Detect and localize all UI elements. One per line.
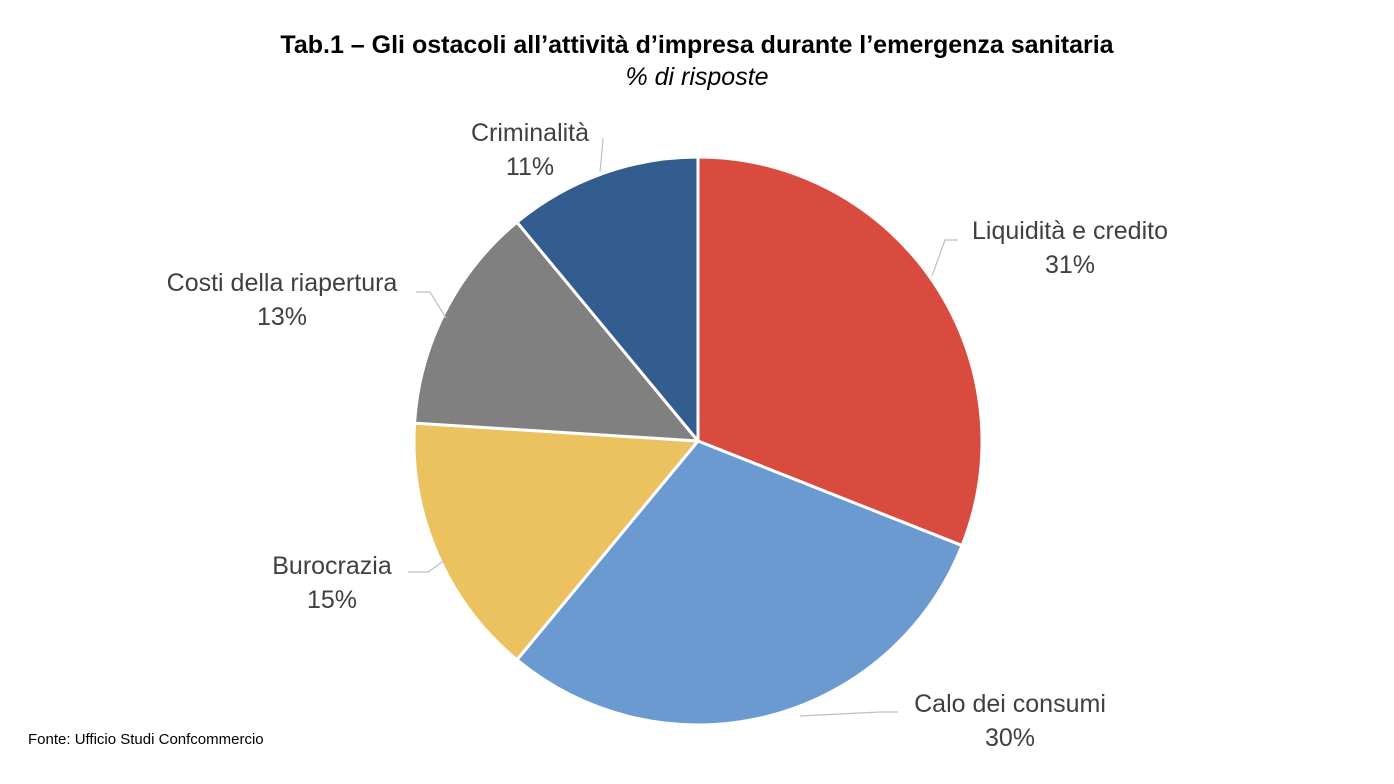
pie-slice-liquidita-e-credito bbox=[696, 155, 984, 548]
slice-label-burocrazia: Burocrazia bbox=[272, 552, 392, 580]
leader-lines bbox=[408, 138, 958, 717]
leader-line-liquidita-e-credito bbox=[931, 239, 958, 277]
pie-slice-burocrazia bbox=[412, 421, 700, 662]
slice-label-costi-della-riapertura: Costi della riapertura bbox=[167, 269, 398, 297]
leader-line-criminalita bbox=[599, 138, 604, 173]
leader-line-burocrazia bbox=[408, 559, 446, 573]
leader-line-costi-della-riapertura bbox=[416, 291, 447, 319]
pie-slice-costi-della-riapertura bbox=[413, 220, 700, 443]
slice-labels: Liquidità e credito 31% Calo dei consumi 30… bbox=[167, 119, 1168, 752]
slice-value-liquidita-e-credito: 31% bbox=[1045, 251, 1095, 279]
slice-label-liquidita-e-credito: Liquidità e credito bbox=[972, 217, 1168, 245]
pie-slice-calo-dei-consumi bbox=[515, 439, 964, 727]
slice-value-burocrazia: 15% bbox=[307, 586, 357, 614]
chart-subtitle: % di risposte bbox=[625, 63, 769, 91]
chart-title: Tab.1 – Gli ostacoli all’attività d’impr… bbox=[280, 31, 1114, 59]
leader-line-calo-dei-consumi bbox=[799, 711, 898, 717]
pie-slice-criminalita bbox=[515, 155, 700, 443]
slice-value-costi-della-riapertura: 13% bbox=[257, 303, 307, 331]
source-note: Fonte: Ufficio Studi Confcommercio bbox=[28, 731, 264, 748]
slice-value-calo-dei-consumi: 30% bbox=[985, 724, 1035, 752]
pie-slices bbox=[412, 155, 984, 727]
slice-label-criminalita: Criminalità bbox=[471, 119, 589, 147]
slice-label-calo-dei-consumi: Calo dei consumi bbox=[914, 690, 1106, 718]
slice-value-criminalita: 11% bbox=[506, 153, 554, 181]
